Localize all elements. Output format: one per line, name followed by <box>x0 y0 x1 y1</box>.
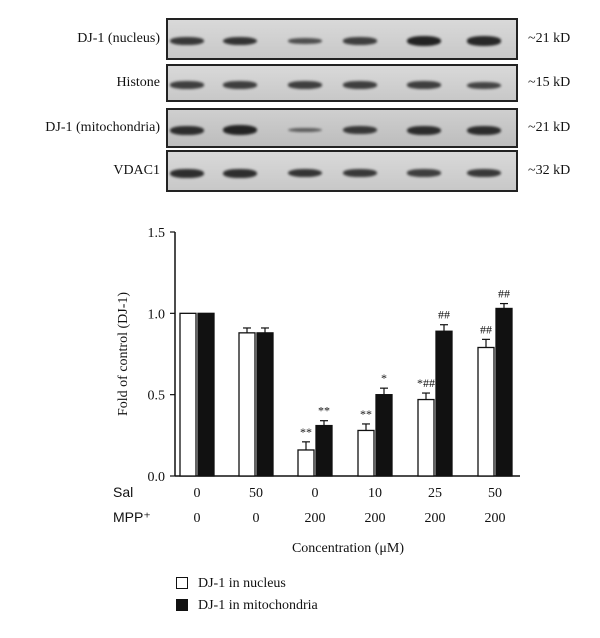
x-tick-label-sal: 50 <box>249 486 263 501</box>
blot-band <box>467 36 501 46</box>
blot-band <box>407 81 441 89</box>
blot-image <box>166 64 518 102</box>
bar <box>477 346 495 477</box>
bar <box>179 312 197 477</box>
legend: DJ-1 in nucleus DJ-1 in mitochondria <box>176 576 318 614</box>
blot-band <box>288 38 322 44</box>
legend-label-nucleus: DJ-1 in nucleus <box>198 576 286 591</box>
bar <box>315 424 333 477</box>
blot-label: DJ-1 (mitochondria) <box>45 120 160 135</box>
blot-size-label: ~21 kD <box>528 31 571 46</box>
blot-band <box>343 169 377 177</box>
row-label-sal: Sal <box>113 484 133 500</box>
x-tick-label-sal: 10 <box>368 486 382 501</box>
bar <box>256 332 274 477</box>
bar <box>197 312 215 477</box>
significance-marker: *## <box>417 376 435 390</box>
blot-image <box>166 108 518 148</box>
significance-marker: ## <box>480 322 492 336</box>
bar <box>417 398 435 477</box>
blot-band <box>467 81 501 89</box>
blot-band <box>223 125 257 135</box>
blot-band <box>288 127 322 133</box>
x-tick-label-mpp: 200 <box>485 511 506 526</box>
x-tick-label-sal: 0 <box>312 486 319 501</box>
bar <box>375 394 393 477</box>
blot-band <box>223 36 257 46</box>
legend-label-mitochondria: DJ-1 in mitochondria <box>198 598 318 613</box>
bar <box>357 429 375 477</box>
y-axis-label: Fold of control (DJ-1) <box>116 292 131 416</box>
x-tick-label-sal: 25 <box>428 486 442 501</box>
significance-marker: * <box>381 371 387 385</box>
blot-label: DJ-1 (nucleus) <box>77 31 160 46</box>
blot-band <box>170 81 204 89</box>
blot-size-label: ~15 kD <box>528 75 571 90</box>
x-tick-label-mpp: 0 <box>253 511 260 526</box>
blot-band <box>343 81 377 89</box>
y-tick-label: 1.0 <box>148 307 166 322</box>
legend-item-mitochondria: DJ-1 in mitochondria <box>176 598 318 614</box>
significance-marker: ## <box>438 308 450 322</box>
legend-swatch-nucleus <box>176 577 188 589</box>
x-tick-label-mpp: 200 <box>425 511 446 526</box>
blot-band <box>343 37 377 45</box>
x-tick-label-mpp: 200 <box>365 511 386 526</box>
blot-band <box>288 81 322 89</box>
y-tick-label: 1.5 <box>148 226 166 241</box>
significance-marker: ** <box>318 404 330 418</box>
legend-item-nucleus: DJ-1 in nucleus <box>176 576 318 592</box>
blot-band <box>407 36 441 46</box>
blot-size-label: ~21 kD <box>528 120 571 135</box>
blot-label: Histone <box>116 75 160 90</box>
blot-image <box>166 18 518 60</box>
x-tick-label-mpp: 0 <box>194 511 201 526</box>
blot-band <box>170 125 204 135</box>
blot-label: VDAC1 <box>113 163 160 178</box>
blot-band <box>407 125 441 135</box>
y-tick-label: 0.0 <box>148 470 166 485</box>
bar <box>297 449 315 477</box>
blot-band <box>223 81 257 89</box>
blot-band <box>407 169 441 177</box>
significance-marker: ** <box>360 407 372 421</box>
x-tick-label-sal: 50 <box>488 486 502 501</box>
row-label-mpp: MPP⁺ <box>113 509 151 525</box>
blot-band <box>467 169 501 177</box>
y-tick-label: 0.5 <box>148 389 166 404</box>
x-tick-label-sal: 0 <box>194 486 201 501</box>
bar <box>495 307 513 477</box>
blot-band <box>223 168 257 178</box>
blot-band <box>467 125 501 135</box>
bar <box>435 330 453 477</box>
blot-band <box>343 126 377 134</box>
blot-image <box>166 150 518 192</box>
legend-swatch-mitochondria <box>176 599 188 611</box>
x-tick-label-mpp: 200 <box>305 511 326 526</box>
x-axis-label: Concentration (μM) <box>292 541 404 556</box>
bar <box>238 332 256 477</box>
blot-band <box>170 37 204 45</box>
blot-band <box>170 168 204 178</box>
significance-marker: ## <box>498 287 510 301</box>
blot-band <box>288 168 322 178</box>
blot-size-label: ~32 kD <box>528 163 571 178</box>
significance-marker: ** <box>300 425 312 439</box>
